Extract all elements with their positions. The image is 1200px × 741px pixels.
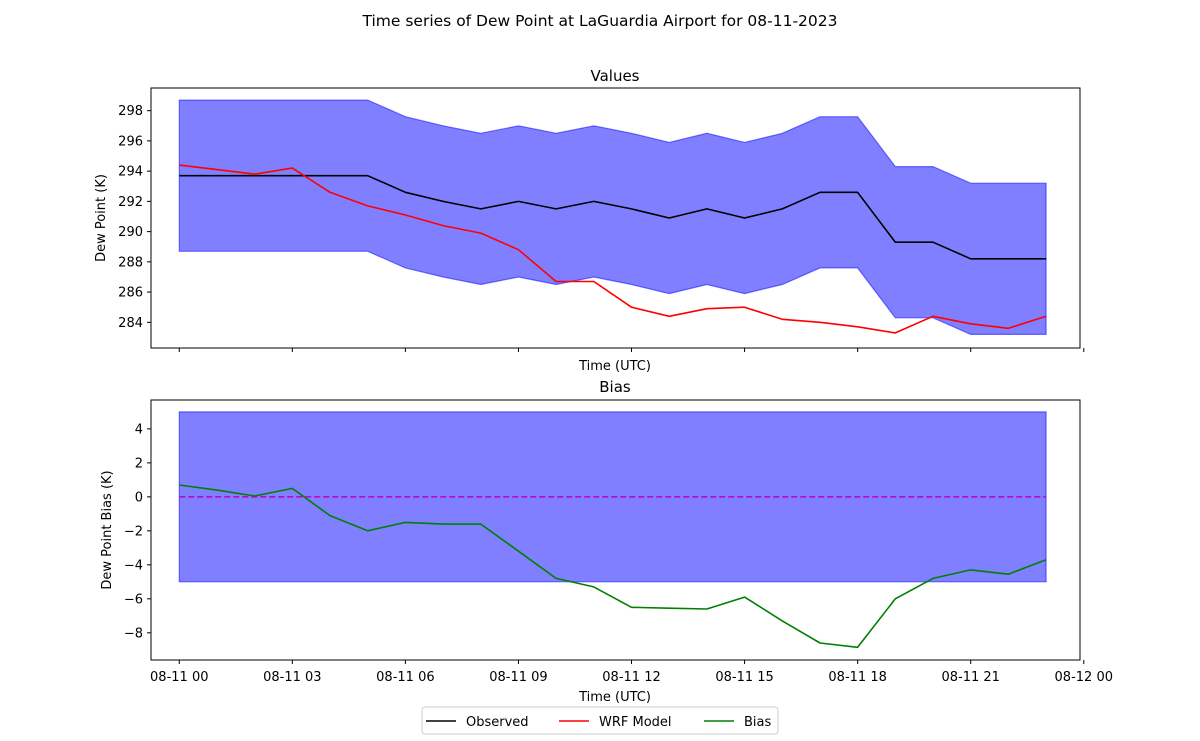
bias-lines-layer: [179, 484, 1047, 649]
values-x-ticks: [178, 348, 1085, 352]
values-y-tick-label: 296: [118, 134, 143, 149]
bias-x-tick-label: 08-11 21: [941, 670, 999, 685]
legend-item-bias: Bias: [704, 715, 771, 730]
bias-y-tick-label: −6: [124, 592, 143, 607]
values-y-tick-label: 292: [118, 195, 143, 210]
legend-item-observed: Observed: [426, 715, 529, 730]
bias-xlabel: Time (UTC): [578, 690, 651, 705]
values-y-tick-label: 284: [118, 316, 143, 331]
legend-label-bias: Bias: [744, 715, 771, 730]
bias-x-tick-label: 08-11 06: [376, 670, 434, 685]
series-line-bias: [179, 484, 1047, 649]
bias-x-tick-label: 08-11 15: [715, 670, 773, 685]
values-ylabel: Dew Point (K): [94, 174, 109, 262]
values-lines-layer: [179, 164, 1047, 334]
series-line-observed: [179, 174, 1047, 260]
bias-x-ticks: 08-11 00 08-11 03 08-11 06 08-11 09 08-11 12…: [150, 660, 1113, 685]
values-y-tick-label: 286: [118, 286, 143, 301]
bias-axes-border: [150, 399, 1081, 661]
legend-label-wrf-model: WRF Model: [599, 715, 672, 730]
bias-x-tick-label: 08-11 03: [263, 670, 321, 685]
bias-y-tick-label: −4: [124, 558, 143, 573]
values-band-layer: [178, 99, 1047, 335]
values-y-ticks: 284 286 288 290 292 294 296 298: [118, 104, 151, 331]
figure-title: Time series of Dew Point at LaGuardia Ai…: [362, 12, 838, 30]
values-y-tick-label: 294: [118, 165, 143, 180]
legend-box: [421, 706, 779, 735]
values-title: Values: [590, 67, 639, 85]
bias-y-tick-label: −2: [124, 524, 143, 539]
values-y-tick-label: 298: [118, 104, 143, 119]
values-y-tick-label: 288: [118, 255, 143, 270]
bias-y-tick-label: 4: [135, 422, 143, 437]
legend-label-observed: Observed: [466, 715, 529, 730]
values-y-tick-label: 290: [118, 225, 143, 240]
bias-y-tick-label: −8: [124, 626, 143, 641]
bias-y-ticks: −8 −6 −4 −2 0 2 4: [124, 422, 151, 641]
bias-x-tick-label: 08-11 18: [828, 670, 886, 685]
bias-title: Bias: [599, 378, 631, 396]
values-axes-border: [150, 87, 1081, 349]
bias-y-tick-label: 0: [135, 490, 143, 505]
values-xlabel: Time (UTC): [578, 359, 651, 374]
values-axes: 284 286 288 290 292 294 296 298 Values Time (UT…: [94, 67, 1085, 374]
bias-x-tick-label: 08-11 09: [489, 670, 547, 685]
series-line-wrf-model: [179, 164, 1047, 334]
bias-x-tick-label: 08-11 00: [150, 670, 208, 685]
bias-x-tick-label: 08-11 12: [602, 670, 660, 685]
values-uncertainty-band: [178, 99, 1047, 335]
bias-y-tick-label: 2: [135, 456, 143, 471]
bias-x-tick-label: 08-12 00: [1055, 670, 1113, 685]
legend-item-wrf-model: WRF Model: [559, 715, 672, 730]
bias-ylabel: Dew Point Bias (K): [100, 470, 115, 589]
legend: Observed WRF Model Bias: [421, 706, 779, 735]
